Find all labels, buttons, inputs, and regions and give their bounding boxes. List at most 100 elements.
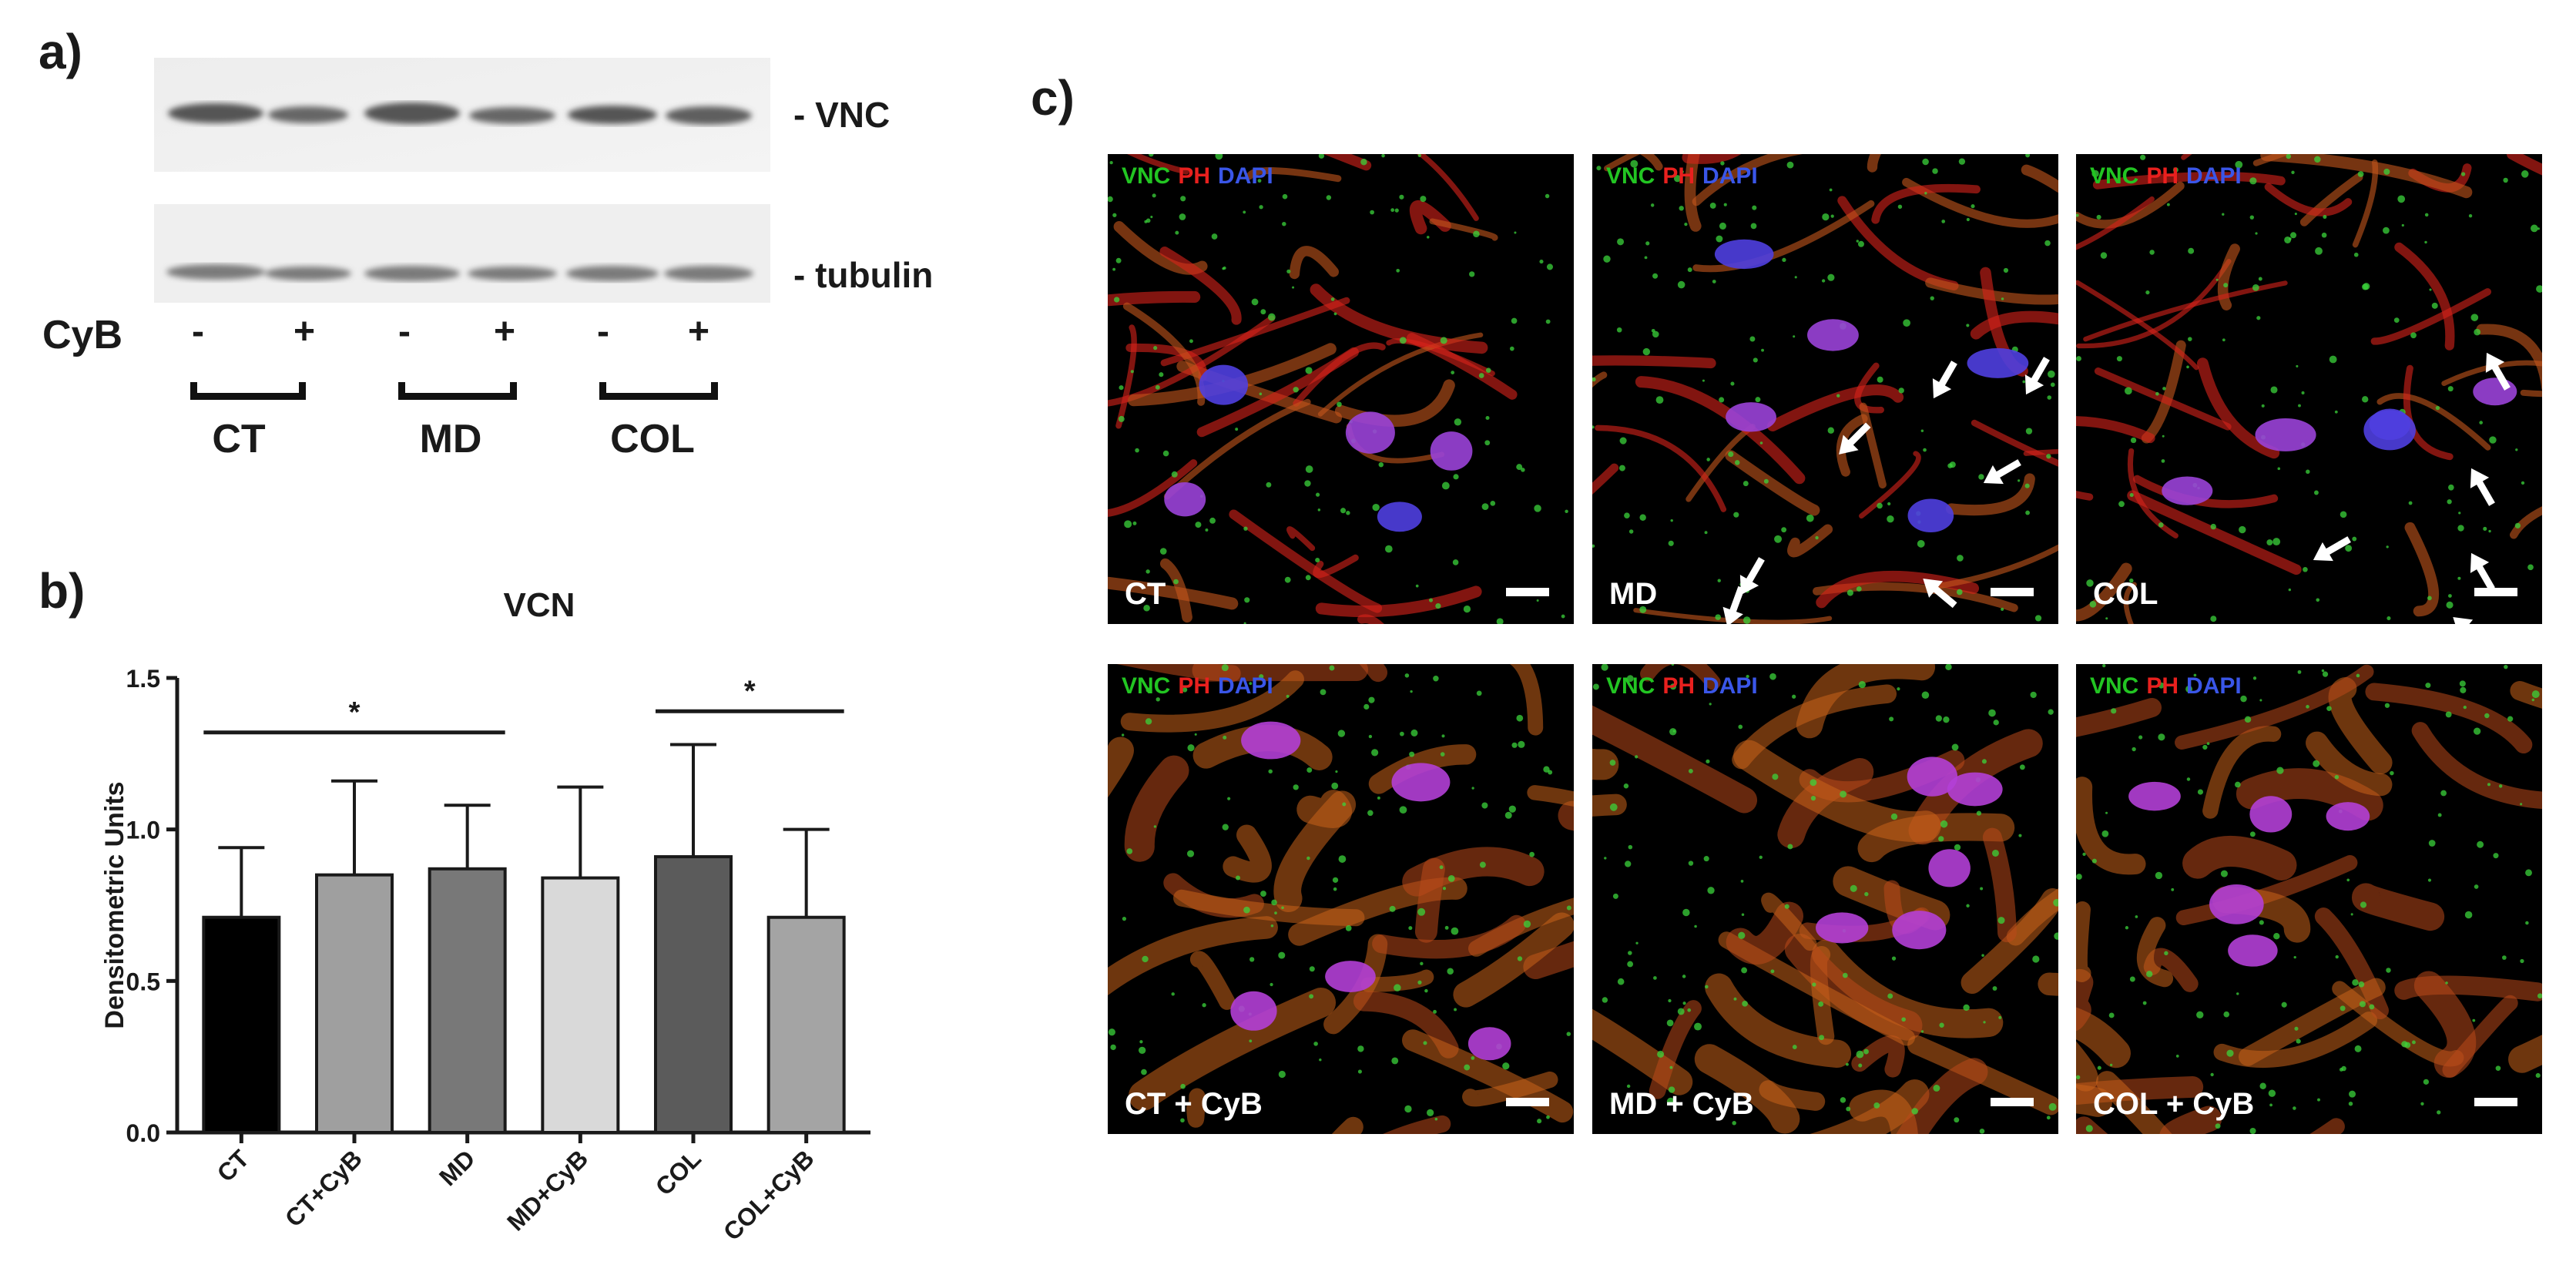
arrow-marker-icon (2453, 617, 2487, 624)
dapi-legend-label: DAPI (2186, 673, 2242, 699)
bar-ct-cyb (315, 873, 394, 1134)
arrow-marker-icon (1722, 585, 1745, 624)
micro-panel-ct-cyb: VNC PH DAPI CT + CyB (1108, 664, 1574, 1134)
vnc-legend-label: VNC (1122, 163, 1171, 189)
ph-legend-label: PH (2146, 163, 2179, 189)
fluorescence-image (2076, 154, 2542, 624)
group-bracket-ct (190, 382, 306, 400)
chart-title: VCN (504, 586, 575, 624)
arrow-marker-icon (2485, 352, 2511, 391)
x-tick-label: COL (650, 1144, 706, 1200)
x-tick-label: MD (434, 1144, 481, 1191)
fluorescence-image (1108, 664, 1574, 1134)
ph-legend-label: PH (2146, 673, 2179, 699)
bar-md-cyb (541, 876, 620, 1134)
scale-bar (2474, 588, 2517, 596)
y-tick-label: 0.0 (126, 1119, 160, 1147)
vnc-legend-label: VNC (1606, 673, 1655, 699)
x-tick-label: COL+CyB (718, 1144, 820, 1246)
lane-sign: - (192, 311, 204, 352)
condition-label: COL (2093, 577, 2158, 611)
group-bracket-md (398, 382, 517, 400)
micro-panel-md-cyb: VNC PH DAPI MD + CyB (1592, 664, 2058, 1134)
cyb-row-label: CyB (42, 313, 123, 357)
vnc-legend-label: VNC (2090, 163, 2139, 189)
y-tick-label: 1.5 (126, 665, 160, 693)
dapi-legend-label: DAPI (2186, 163, 2242, 189)
panel-a-letter: a) (39, 24, 82, 79)
fluorescence-image (2076, 664, 2542, 1134)
stain-legend: VNC PH DAPI (2090, 673, 2249, 700)
fluorescence-image (1108, 154, 1568, 624)
micro-panel-col: VNC PH DAPI COL (2076, 154, 2542, 624)
arrow-marker-icon (2470, 468, 2495, 506)
condition-label: MD + CyB (1609, 1087, 1754, 1121)
tubulin-band-label: - tubulin (793, 255, 934, 295)
bar-col (654, 855, 733, 1134)
dapi-legend-label: DAPI (1218, 163, 1273, 189)
stain-legend: VNC PH DAPI (1606, 673, 1766, 700)
lane-sign: - (597, 311, 609, 352)
dapi-legend-label: DAPI (1702, 163, 1758, 189)
ph-legend-label: PH (1662, 163, 1696, 189)
vnc-blot-image (154, 58, 770, 172)
y-tick-label: 1.0 (126, 817, 160, 844)
arrow-marker-icon (1739, 557, 1765, 596)
stain-legend: VNC PH DAPI (1606, 163, 1766, 190)
arrow-marker-icon (2470, 552, 2495, 591)
y-axis-label: Densitometric Units (100, 781, 129, 1028)
condition-label: CT + CyB (1125, 1087, 1263, 1121)
stain-legend: VNC PH DAPI (2090, 163, 2249, 190)
arrow-marker-icon (1923, 579, 1957, 609)
x-tick-label: CT (212, 1144, 255, 1187)
ph-legend-label: PH (1178, 163, 1211, 189)
vnc-legend-label: VNC (1122, 673, 1171, 699)
lane-sign: + (293, 311, 316, 352)
group-label-col: COL (610, 417, 695, 461)
vnc-legend-label: VNC (1606, 163, 1655, 189)
arrow-marker-icon (1839, 422, 1871, 455)
bar-md (428, 867, 507, 1134)
significance-star: * (744, 675, 756, 707)
ph-legend-label: PH (1662, 673, 1696, 699)
scale-bar (1991, 1098, 2034, 1106)
bar-col-cyb (766, 915, 846, 1134)
condition-label: CT (1125, 577, 1166, 611)
micro-panel-col-cyb: VNC PH DAPI COL + CyB (2076, 664, 2542, 1134)
lane-sign: - (398, 311, 411, 352)
vnc-legend-label: VNC (2090, 673, 2139, 699)
x-tick-label: CT+CyB (280, 1144, 367, 1232)
micro-panel-ct: VNC PH DAPI CT (1108, 154, 1574, 624)
scale-bar (1506, 588, 1549, 596)
bar-ct (202, 915, 281, 1134)
condition-label: MD (1609, 577, 1658, 611)
vnc-band-label: - VNC (793, 95, 891, 135)
y-tick-label: 0.5 (126, 968, 160, 995)
scale-bar (1506, 1098, 1549, 1106)
panel-b-letter: b) (39, 563, 86, 619)
dapi-legend-label: DAPI (1218, 673, 1273, 699)
lane-sign: + (493, 311, 516, 352)
dapi-legend-label: DAPI (1702, 673, 1758, 699)
arrow-marker-icon (1932, 361, 1957, 399)
arrow-marker-icon (2024, 357, 2050, 395)
fluorescence-image (1592, 154, 2058, 624)
scale-bar (2474, 1098, 2517, 1106)
ph-legend-label: PH (1178, 673, 1211, 699)
arrow-marker-icon (1983, 459, 2021, 485)
stain-legend: VNC PH DAPI (1122, 163, 1281, 190)
vcn-bar-chart: VCN Densitometric Units 0.0 0.5 1.0 1.5 CT CT+C… (92, 570, 924, 1263)
x-tick-label: MD+CyB (501, 1144, 593, 1236)
panel-c-letter: c) (1031, 70, 1075, 126)
significance-star: * (349, 696, 361, 729)
lane-sign: + (687, 311, 710, 352)
group-bracket-col (599, 382, 718, 400)
arrow-marker-icon (2313, 536, 2351, 562)
fluorescence-image (1592, 664, 2058, 1134)
stain-legend: VNC PH DAPI (1122, 673, 1281, 700)
scale-bar (1991, 588, 2034, 596)
group-label-ct: CT (212, 417, 266, 461)
tubulin-blot-image (154, 204, 770, 303)
group-label-md: MD (419, 417, 482, 461)
micro-panel-md: VNC PH DAPI MD (1592, 154, 2058, 624)
